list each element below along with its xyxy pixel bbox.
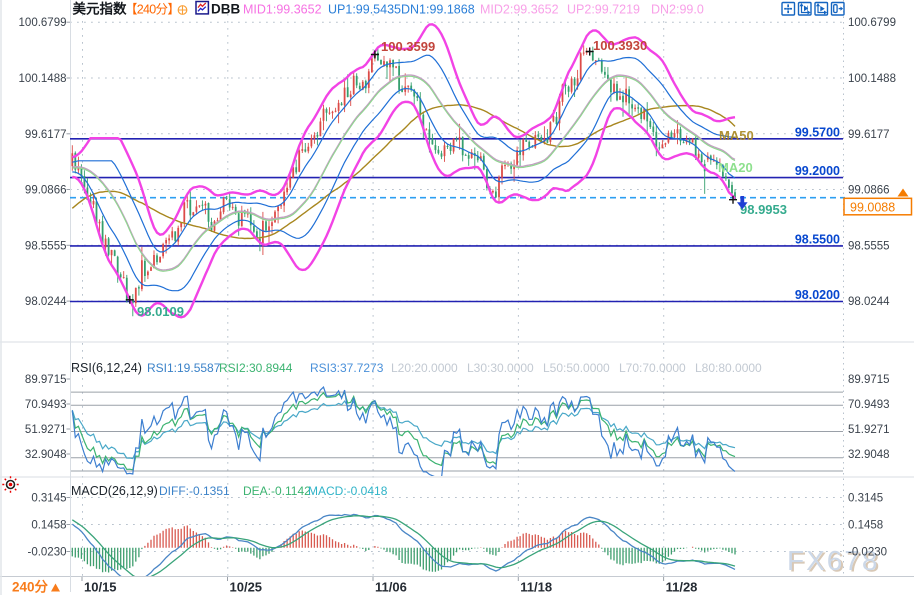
svg-text:0.3145: 0.3145: [31, 493, 66, 505]
svg-text:L70:70.0000: L70:70.0000: [619, 361, 686, 375]
svg-text:L30:30.0000: L30:30.0000: [467, 361, 534, 375]
svg-text:UP1:99.5435: UP1:99.5435: [328, 3, 401, 17]
svg-text:FX678: FX678: [787, 545, 880, 576]
svg-text:89.9715: 89.9715: [25, 374, 67, 386]
svg-text:100.6799: 100.6799: [848, 17, 896, 29]
svg-text:L20:20.0000: L20:20.0000: [391, 361, 458, 375]
svg-text:100.1488: 100.1488: [19, 73, 67, 85]
svg-text:0.3145: 0.3145: [848, 493, 883, 505]
svg-text:99.6177: 99.6177: [25, 129, 67, 141]
svg-text:MACD(26,12,9): MACD(26,12,9): [71, 484, 158, 498]
svg-text:11/28: 11/28: [666, 580, 698, 595]
svg-text:0.1458: 0.1458: [848, 520, 883, 532]
svg-text:DEA:-0.1142: DEA:-0.1142: [243, 484, 311, 498]
svg-text:MID1:99.3652: MID1:99.3652: [243, 3, 322, 17]
svg-text:RSI3:37.7273: RSI3:37.7273: [310, 361, 384, 375]
svg-text:70.9493: 70.9493: [848, 399, 890, 411]
svg-text:99.0866: 99.0866: [25, 185, 67, 197]
svg-text:MA50: MA50: [719, 128, 754, 143]
svg-text:98.5555: 98.5555: [848, 240, 890, 252]
svg-text:L50:50.0000: L50:50.0000: [543, 361, 610, 375]
svg-text:DIFF:-0.1351: DIFF:-0.1351: [159, 484, 230, 498]
svg-text:98.0109: 98.0109: [137, 304, 184, 319]
svg-text:32.9048: 32.9048: [25, 449, 67, 461]
svg-text:DN1:99.1868: DN1:99.1868: [401, 3, 475, 17]
svg-text:FX678: FX678: [789, 547, 882, 578]
svg-text:0.1458: 0.1458: [31, 520, 66, 532]
svg-text:240分: 240分: [12, 580, 49, 595]
svg-text:100.3930: 100.3930: [593, 38, 647, 53]
svg-text:99.6177: 99.6177: [848, 129, 890, 141]
svg-text:L80:80.0000: L80:80.0000: [695, 361, 762, 375]
svg-text:100.3599: 100.3599: [381, 39, 435, 54]
svg-text:MID2:99.3652: MID2:99.3652: [480, 3, 559, 17]
svg-text:MA20: MA20: [718, 160, 753, 175]
svg-text:UP2:99.7219: UP2:99.7219: [567, 3, 640, 17]
svg-text:99.5700: 99.5700: [795, 125, 840, 139]
svg-text:100.6799: 100.6799: [19, 17, 67, 29]
svg-text:89.9715: 89.9715: [848, 374, 890, 386]
svg-text:DN2:99.0: DN2:99.0: [651, 3, 704, 17]
svg-text:98.0244: 98.0244: [848, 296, 890, 308]
svg-text:98.0200: 98.0200: [795, 288, 840, 302]
svg-text:RSI1:19.5587: RSI1:19.5587: [147, 361, 221, 375]
svg-text:RSI(6,12,24): RSI(6,12,24): [71, 361, 142, 375]
svg-text:51.9271: 51.9271: [848, 424, 890, 436]
svg-text:10/25: 10/25: [230, 580, 263, 595]
svg-text:-0.0230: -0.0230: [848, 547, 887, 559]
svg-text:100.1488: 100.1488: [848, 73, 896, 85]
svg-text:99.0088: 99.0088: [850, 200, 895, 214]
svg-text:70.9493: 70.9493: [25, 399, 67, 411]
svg-text:98.5555: 98.5555: [25, 240, 67, 252]
svg-text:【240分】: 【240分】: [125, 3, 179, 17]
svg-text:-0.0230: -0.0230: [27, 547, 66, 559]
svg-text:11/18: 11/18: [520, 580, 552, 595]
svg-text:99.2000: 99.2000: [795, 164, 840, 178]
svg-text:32.9048: 32.9048: [848, 449, 890, 461]
svg-text:98.0244: 98.0244: [25, 296, 67, 308]
svg-text:RSI2:30.8944: RSI2:30.8944: [219, 361, 293, 375]
svg-text:11/06: 11/06: [375, 580, 407, 595]
svg-text:98.9953: 98.9953: [740, 202, 787, 217]
svg-text:10/15: 10/15: [84, 580, 117, 595]
svg-text:MACD:-0.0418: MACD:-0.0418: [308, 484, 388, 498]
svg-text:98.5500: 98.5500: [795, 232, 840, 246]
svg-text:51.9271: 51.9271: [25, 424, 67, 436]
svg-text:美元指数: 美元指数: [73, 1, 127, 17]
svg-text:99.0866: 99.0866: [848, 185, 890, 197]
svg-text:DBB: DBB: [211, 2, 240, 17]
